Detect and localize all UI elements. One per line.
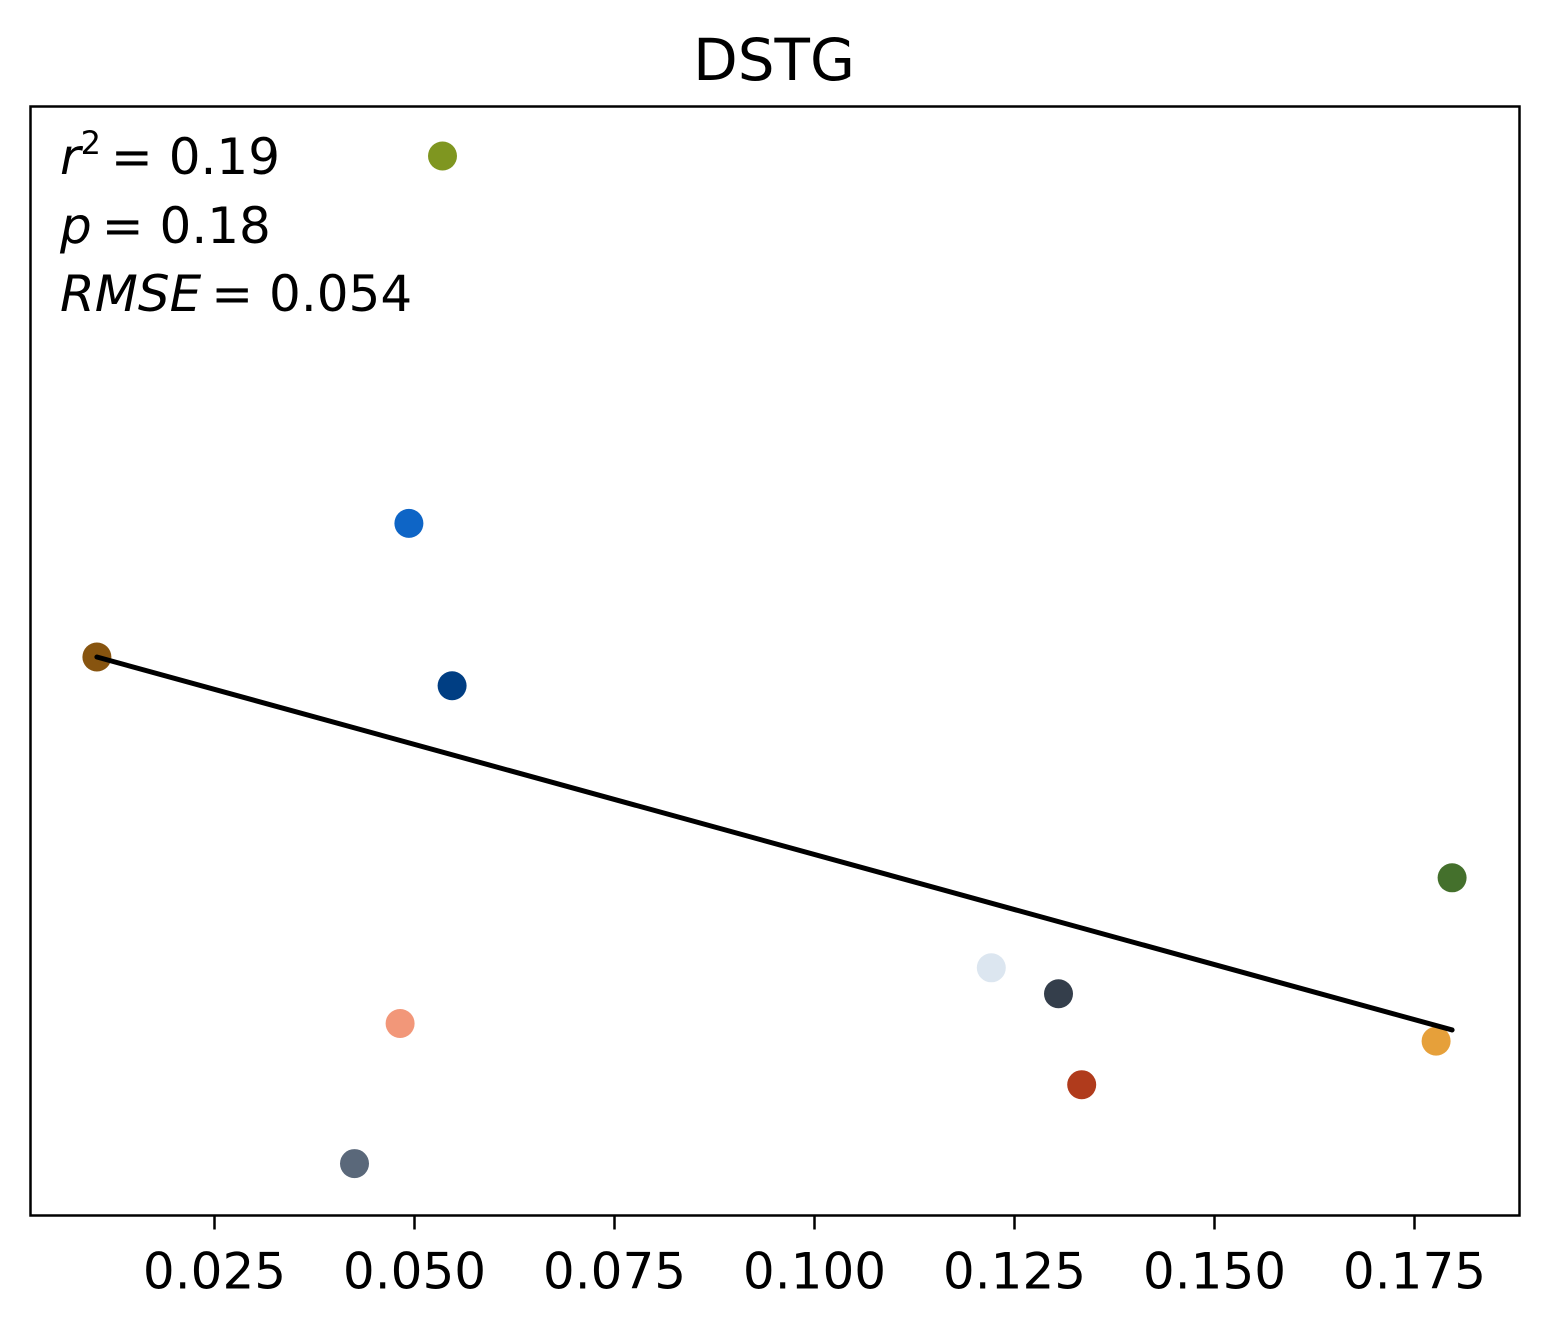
r-squared-annotation: r2 = 0.19 [60, 124, 280, 186]
plot-frame [29, 105, 1521, 1217]
x-tick-label: 0.025 [143, 1243, 286, 1301]
p-symbol: p [59, 197, 92, 255]
x-tick-label: 0.100 [743, 1243, 886, 1301]
r-squared-symbol: r [60, 128, 84, 186]
plot-area [82, 141, 1467, 1179]
p-value-annotation: p = 0.18 [59, 197, 271, 255]
x-tick-label: 0.050 [343, 1243, 486, 1301]
data-point [340, 1149, 369, 1179]
rmse-value: = 0.054 [211, 265, 412, 323]
rmse-annotation: RMSE = 0.054 [60, 265, 412, 323]
data-point [1067, 1070, 1097, 1100]
data-point [428, 141, 457, 171]
x-tick-label: 0.175 [1343, 1243, 1486, 1301]
r-squared-exponent: 2 [81, 124, 101, 162]
data-point [976, 953, 1006, 983]
data-point [1437, 863, 1467, 893]
data-point [1044, 979, 1073, 1009]
x-tick-label: 0.125 [943, 1243, 1086, 1301]
p-value: = 0.18 [102, 197, 271, 255]
r-squared-value: = 0.19 [111, 128, 280, 186]
regression-line [94, 654, 1455, 1033]
rmse-symbol: RMSE [60, 265, 202, 323]
x-tick-label: 0.075 [543, 1243, 686, 1301]
data-point [394, 508, 424, 538]
data-point [385, 1008, 415, 1038]
data-point [1421, 1026, 1451, 1056]
chart-title: DSTG [693, 26, 855, 94]
x-axis: 0.025 0.050 0.075 0.100 0.125 0.150 0.175 [143, 1215, 1486, 1301]
x-tick-label: 0.150 [1143, 1243, 1286, 1301]
data-point [437, 671, 467, 701]
stats-annotation: r2 = 0.19 p = 0.18 RMSE = 0.054 [59, 124, 412, 323]
